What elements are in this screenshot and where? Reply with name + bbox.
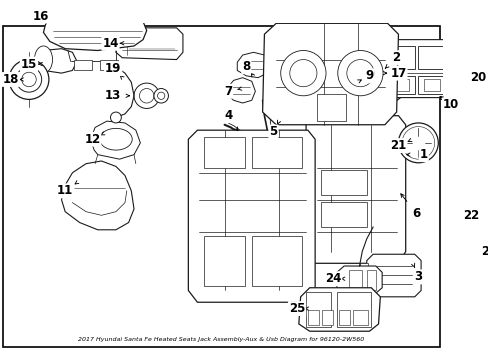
Polygon shape bbox=[312, 59, 366, 100]
Polygon shape bbox=[237, 52, 269, 78]
Text: 13: 13 bbox=[105, 89, 121, 102]
Text: 25: 25 bbox=[288, 302, 305, 315]
Circle shape bbox=[337, 50, 382, 96]
Bar bbox=[321, 170, 366, 195]
Circle shape bbox=[346, 59, 373, 87]
Text: 1: 1 bbox=[419, 148, 427, 161]
Text: 24: 24 bbox=[325, 272, 341, 285]
Text: 2017 Hyundai Santa Fe Heated Seats Jack Assembly-Aux & Usb Diagram for 96120-2W5: 2017 Hyundai Santa Fe Heated Seats Jack … bbox=[78, 337, 364, 342]
Polygon shape bbox=[477, 78, 488, 132]
Text: 19: 19 bbox=[105, 62, 121, 75]
Bar bbox=[387, 76, 414, 94]
Circle shape bbox=[16, 67, 41, 92]
Text: 3: 3 bbox=[413, 270, 422, 283]
Bar bbox=[203, 236, 244, 286]
Polygon shape bbox=[116, 28, 183, 59]
Polygon shape bbox=[43, 16, 146, 50]
Circle shape bbox=[472, 134, 483, 145]
Circle shape bbox=[344, 71, 362, 89]
Bar bbox=[322, 310, 332, 325]
Ellipse shape bbox=[34, 46, 52, 73]
Polygon shape bbox=[90, 121, 140, 159]
Bar bbox=[423, 78, 439, 91]
Circle shape bbox=[398, 123, 437, 163]
Bar bbox=[251, 236, 301, 286]
Text: 22: 22 bbox=[462, 209, 478, 222]
Text: 4: 4 bbox=[224, 109, 232, 122]
Bar bbox=[352, 310, 367, 325]
Bar bbox=[203, 136, 244, 168]
Text: 6: 6 bbox=[411, 207, 420, 220]
Bar bbox=[360, 279, 367, 288]
Text: 10: 10 bbox=[442, 98, 458, 111]
Circle shape bbox=[324, 71, 342, 89]
Text: 20: 20 bbox=[469, 71, 485, 84]
Ellipse shape bbox=[100, 129, 132, 150]
Text: 9: 9 bbox=[365, 69, 373, 82]
Bar bbox=[307, 310, 318, 325]
Circle shape bbox=[9, 59, 49, 99]
Bar bbox=[338, 310, 349, 325]
Bar bbox=[305, 292, 331, 327]
Polygon shape bbox=[226, 78, 255, 103]
Text: 18: 18 bbox=[2, 73, 19, 86]
Polygon shape bbox=[61, 161, 134, 230]
Circle shape bbox=[154, 89, 168, 103]
Text: 23: 23 bbox=[480, 245, 488, 258]
Circle shape bbox=[134, 83, 159, 108]
Circle shape bbox=[21, 72, 36, 87]
Circle shape bbox=[401, 127, 434, 159]
Polygon shape bbox=[366, 254, 420, 297]
Text: 15: 15 bbox=[21, 58, 37, 71]
Polygon shape bbox=[262, 23, 398, 125]
Bar bbox=[387, 46, 414, 69]
Bar bbox=[316, 94, 345, 121]
Bar bbox=[418, 46, 445, 69]
Circle shape bbox=[280, 50, 325, 96]
Bar bbox=[74, 59, 92, 71]
Bar bbox=[100, 59, 118, 71]
Text: 5: 5 bbox=[269, 126, 277, 139]
Bar bbox=[251, 136, 301, 168]
Circle shape bbox=[110, 112, 121, 123]
Polygon shape bbox=[336, 266, 382, 293]
Bar bbox=[366, 270, 375, 289]
Bar bbox=[418, 76, 445, 94]
Text: 17: 17 bbox=[389, 67, 406, 80]
Text: 21: 21 bbox=[389, 139, 406, 152]
Polygon shape bbox=[298, 288, 380, 331]
Polygon shape bbox=[188, 130, 314, 302]
Polygon shape bbox=[380, 40, 461, 98]
Text: 7: 7 bbox=[224, 85, 232, 98]
Circle shape bbox=[405, 130, 430, 156]
Text: 12: 12 bbox=[84, 133, 101, 146]
Bar bbox=[472, 221, 485, 239]
Bar bbox=[348, 270, 362, 289]
Bar bbox=[336, 292, 370, 327]
Bar bbox=[392, 78, 408, 91]
Text: 14: 14 bbox=[102, 37, 119, 50]
Circle shape bbox=[139, 89, 154, 103]
Circle shape bbox=[289, 59, 316, 87]
Bar bbox=[360, 263, 367, 273]
Text: 2: 2 bbox=[392, 51, 400, 64]
Text: 8: 8 bbox=[242, 60, 250, 73]
Bar bbox=[321, 202, 366, 227]
Polygon shape bbox=[321, 50, 405, 109]
Text: 11: 11 bbox=[57, 184, 73, 197]
Polygon shape bbox=[36, 49, 77, 73]
Circle shape bbox=[157, 92, 164, 99]
Polygon shape bbox=[468, 217, 488, 243]
Polygon shape bbox=[305, 116, 405, 263]
Text: 16: 16 bbox=[33, 10, 49, 23]
